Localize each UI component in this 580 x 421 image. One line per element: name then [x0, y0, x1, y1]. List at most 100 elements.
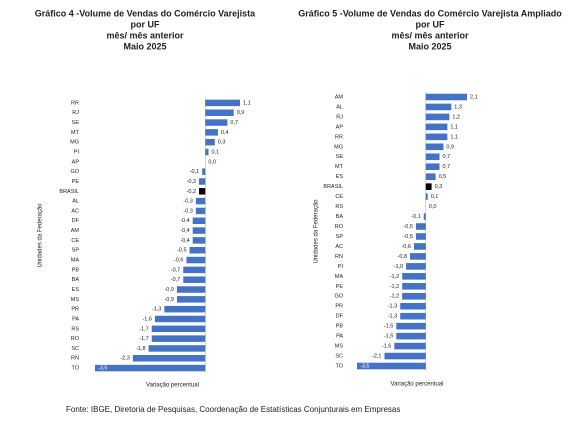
- value-label: 0,7: [443, 164, 451, 170]
- bar: [189, 246, 206, 254]
- value-label: -1,3: [388, 314, 397, 320]
- value-label: -0,1: [190, 169, 199, 175]
- bar: [425, 103, 452, 111]
- category-label: TO: [335, 363, 343, 369]
- chart-title: mês/ mês anterior: [106, 30, 184, 40]
- category-label: PE: [72, 179, 80, 185]
- bar: [176, 286, 206, 293]
- bar: [95, 364, 206, 372]
- bar: [425, 173, 436, 180]
- category-label: BA: [72, 277, 80, 283]
- category-label: PA: [336, 334, 343, 340]
- category-label: AP: [72, 159, 80, 165]
- value-label: -1,0: [394, 264, 403, 270]
- value-label: -0,3: [183, 199, 192, 205]
- category-label: MS: [335, 344, 344, 350]
- bar: [186, 256, 206, 264]
- value-label: -1,3: [152, 307, 161, 313]
- value-label: -0,4: [180, 228, 189, 234]
- category-label: BRASIL: [59, 189, 79, 195]
- bar: [154, 315, 206, 323]
- value-label: -0,8: [398, 254, 407, 260]
- bar: [423, 213, 426, 220]
- value-label: 0,3: [218, 140, 226, 146]
- value-label: -1,2: [390, 274, 399, 280]
- value-label: 0,1: [211, 149, 219, 155]
- value-label: 1,1: [243, 100, 251, 106]
- category-label: RR: [335, 134, 343, 140]
- x-axis-label: Variação percentual: [146, 383, 199, 389]
- bar: [192, 227, 206, 234]
- value-label: -0,1: [411, 214, 420, 220]
- chart-title: mês/ mês anterior: [391, 30, 469, 40]
- bar: [183, 276, 206, 283]
- category-label: SP: [336, 234, 344, 240]
- category-label: ES: [72, 287, 80, 293]
- bar: [410, 253, 426, 260]
- bar: [205, 138, 215, 146]
- bar: [400, 312, 426, 320]
- category-label: RN: [71, 356, 79, 362]
- category-label: SC: [71, 346, 79, 352]
- bar: [132, 355, 206, 362]
- bar: [384, 352, 426, 360]
- value-label: -2,3: [120, 356, 129, 362]
- category-label: AM: [335, 94, 344, 100]
- value-label: -3,5: [98, 366, 107, 372]
- category-label: MA: [335, 274, 344, 280]
- category-label: DF: [72, 218, 80, 224]
- bar: [425, 193, 428, 200]
- category-label: AP: [336, 124, 344, 130]
- value-label: 1,1: [450, 124, 458, 130]
- value-label: 0,7: [230, 120, 238, 126]
- category-label: MT: [335, 164, 344, 170]
- value-label: -0,9: [164, 297, 173, 303]
- category-label: RJ: [336, 114, 343, 120]
- bar: [402, 292, 426, 300]
- bar: [413, 243, 426, 250]
- value-label: -1,6: [382, 344, 391, 350]
- bar: [183, 266, 206, 274]
- category-label: PB: [336, 324, 344, 330]
- bar: [148, 345, 206, 352]
- bar: [205, 148, 209, 156]
- category-label: SE: [72, 120, 80, 126]
- value-label: -0,6: [174, 258, 183, 264]
- value-label: -0,6: [401, 244, 410, 250]
- category-label: AL: [336, 104, 343, 110]
- bar: [151, 335, 206, 342]
- value-label: 0,0: [429, 204, 437, 210]
- category-label: TO: [71, 366, 79, 372]
- value-label: -1,5: [384, 324, 393, 330]
- category-label: BRASIL: [323, 184, 343, 190]
- value-label: -1,7: [139, 336, 148, 342]
- bar: [205, 109, 234, 116]
- value-label: -1,7: [139, 326, 148, 332]
- bar: [192, 237, 206, 244]
- bar: [425, 133, 448, 141]
- category-label: SE: [336, 154, 344, 160]
- value-label: 1,1: [450, 134, 458, 140]
- value-label: -0,5: [403, 234, 412, 240]
- bar: [151, 325, 206, 333]
- chart-title: Gráfico 4 -Volume de Vendas do Comércio …: [35, 8, 256, 18]
- category-label: MG: [334, 144, 343, 150]
- value-label: 0,7: [443, 154, 451, 160]
- bar: [425, 143, 444, 151]
- chart-title: por UF: [416, 19, 445, 29]
- bar: [396, 332, 426, 340]
- value-label: -1,8: [136, 346, 145, 352]
- category-label: PR: [335, 304, 343, 310]
- value-label: 0,1: [431, 194, 439, 200]
- bar: [425, 123, 448, 131]
- category-label: MG: [70, 140, 79, 146]
- value-label: -1,6: [142, 316, 151, 322]
- bar: [164, 305, 206, 313]
- bar: [205, 119, 228, 126]
- value-label: -0,5: [403, 224, 412, 230]
- value-label: 0,9: [237, 110, 245, 116]
- bar: [402, 283, 426, 290]
- bar: [205, 129, 218, 136]
- x-axis-label: Variação percentual: [391, 382, 444, 388]
- chart-title: por UF: [131, 19, 160, 29]
